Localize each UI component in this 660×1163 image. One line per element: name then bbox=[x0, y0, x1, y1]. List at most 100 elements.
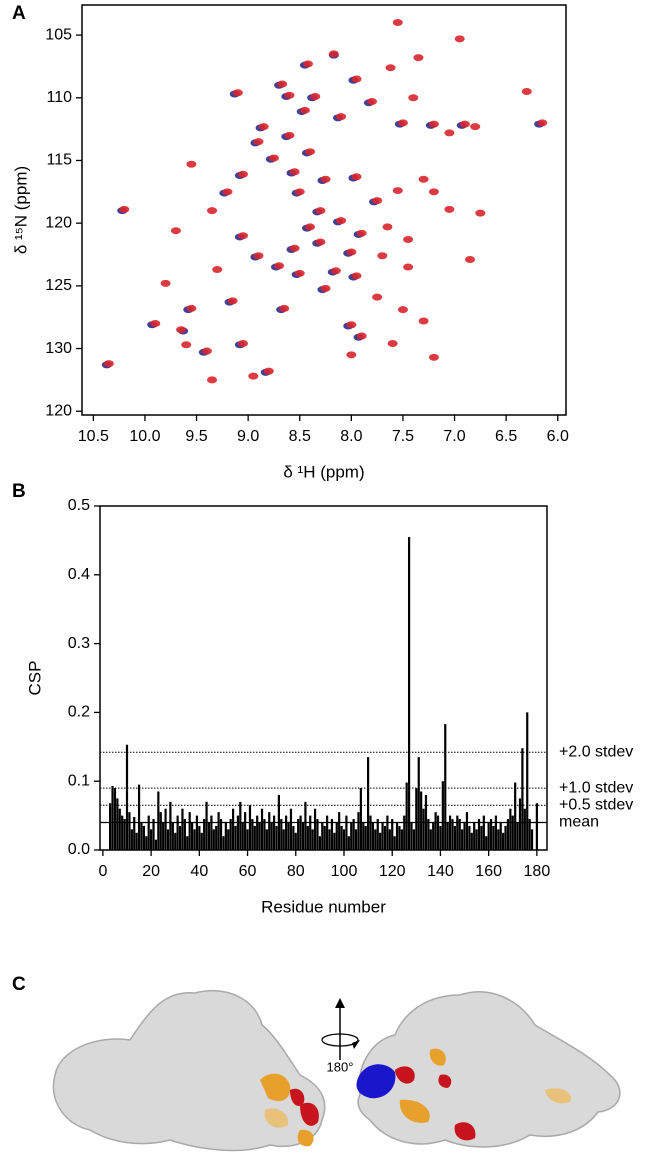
bar bbox=[357, 812, 360, 850]
panel-label: B bbox=[12, 481, 26, 502]
peak bbox=[320, 175, 331, 183]
bar bbox=[340, 825, 343, 850]
reference-label: +0.5 stdev bbox=[559, 796, 633, 813]
bar bbox=[335, 822, 338, 850]
peak bbox=[346, 248, 357, 256]
peak bbox=[253, 138, 264, 146]
bar bbox=[504, 825, 507, 850]
bar bbox=[403, 815, 406, 850]
peak bbox=[181, 341, 192, 349]
bar bbox=[352, 819, 355, 850]
peak bbox=[336, 113, 347, 121]
bar bbox=[224, 822, 227, 850]
bar bbox=[248, 805, 252, 850]
y-axis-label: δ ¹⁵N (ppm) bbox=[11, 166, 30, 254]
bar bbox=[287, 822, 290, 850]
bar bbox=[463, 822, 466, 850]
bar bbox=[393, 836, 396, 850]
peak bbox=[253, 252, 264, 260]
bar bbox=[436, 815, 440, 850]
peak bbox=[385, 64, 396, 72]
x-tick-label: 7.5 bbox=[392, 428, 414, 445]
peak bbox=[428, 353, 439, 361]
bar bbox=[482, 815, 485, 850]
bar bbox=[219, 819, 223, 850]
bar bbox=[400, 829, 403, 850]
peak bbox=[289, 244, 300, 252]
bar bbox=[441, 781, 444, 850]
peak bbox=[274, 262, 285, 270]
bar bbox=[475, 829, 478, 850]
bar bbox=[292, 825, 295, 850]
bar bbox=[367, 757, 370, 850]
x-axis-label: δ ¹H (ppm) bbox=[283, 462, 364, 481]
peak bbox=[277, 80, 288, 88]
bar bbox=[210, 815, 213, 850]
x-tick-label: 10.5 bbox=[78, 428, 109, 445]
bar bbox=[121, 815, 124, 850]
bar bbox=[485, 836, 488, 850]
bar bbox=[130, 829, 133, 850]
peak bbox=[186, 160, 197, 168]
bar bbox=[304, 801, 307, 850]
bar bbox=[135, 832, 138, 850]
peak bbox=[284, 131, 295, 139]
x-tick-label: 10.0 bbox=[129, 428, 160, 445]
bar bbox=[260, 808, 264, 850]
bar bbox=[434, 812, 437, 850]
bar bbox=[306, 825, 309, 850]
peak bbox=[258, 123, 269, 131]
peak bbox=[372, 293, 383, 301]
plot-frame bbox=[99, 505, 548, 851]
bar bbox=[362, 822, 365, 850]
peak bbox=[428, 120, 439, 128]
peak bbox=[397, 306, 408, 314]
panel-label: A bbox=[12, 3, 26, 24]
bar bbox=[236, 815, 240, 850]
peak bbox=[207, 207, 218, 215]
bar bbox=[234, 825, 237, 850]
bar bbox=[528, 819, 531, 850]
bar bbox=[369, 815, 372, 850]
bar bbox=[494, 815, 497, 850]
bar bbox=[480, 825, 483, 850]
bar bbox=[412, 829, 416, 850]
peak bbox=[351, 272, 362, 280]
bar bbox=[239, 801, 242, 850]
bar bbox=[499, 822, 502, 850]
bar bbox=[530, 829, 534, 850]
bar bbox=[350, 822, 353, 850]
bar bbox=[502, 832, 505, 850]
peak bbox=[351, 75, 362, 83]
x-tick-label: 40 bbox=[190, 863, 208, 880]
bar bbox=[147, 815, 150, 850]
peak bbox=[207, 376, 218, 384]
peak bbox=[392, 19, 403, 27]
bar bbox=[376, 819, 379, 850]
y-tick-label: 110 bbox=[46, 89, 72, 106]
bar bbox=[191, 822, 194, 850]
peak bbox=[150, 319, 161, 327]
bar bbox=[422, 808, 425, 850]
peak bbox=[351, 173, 362, 181]
peak bbox=[377, 252, 388, 260]
bar bbox=[176, 815, 179, 850]
bar bbox=[405, 782, 408, 850]
bar bbox=[270, 822, 273, 850]
bar bbox=[241, 822, 244, 850]
bar bbox=[461, 829, 464, 850]
peak bbox=[403, 263, 414, 271]
y-tick-label: 0.1 bbox=[68, 772, 90, 789]
peak bbox=[284, 91, 295, 99]
peak bbox=[408, 94, 419, 102]
bar bbox=[420, 791, 423, 850]
bar bbox=[297, 819, 300, 850]
peak bbox=[248, 372, 259, 380]
peak bbox=[428, 188, 439, 196]
peak bbox=[212, 266, 223, 274]
bar bbox=[169, 801, 172, 850]
reference-label: +2.0 stdev bbox=[559, 744, 633, 761]
bar bbox=[154, 839, 158, 850]
bar bbox=[128, 812, 131, 850]
bar bbox=[272, 815, 276, 850]
